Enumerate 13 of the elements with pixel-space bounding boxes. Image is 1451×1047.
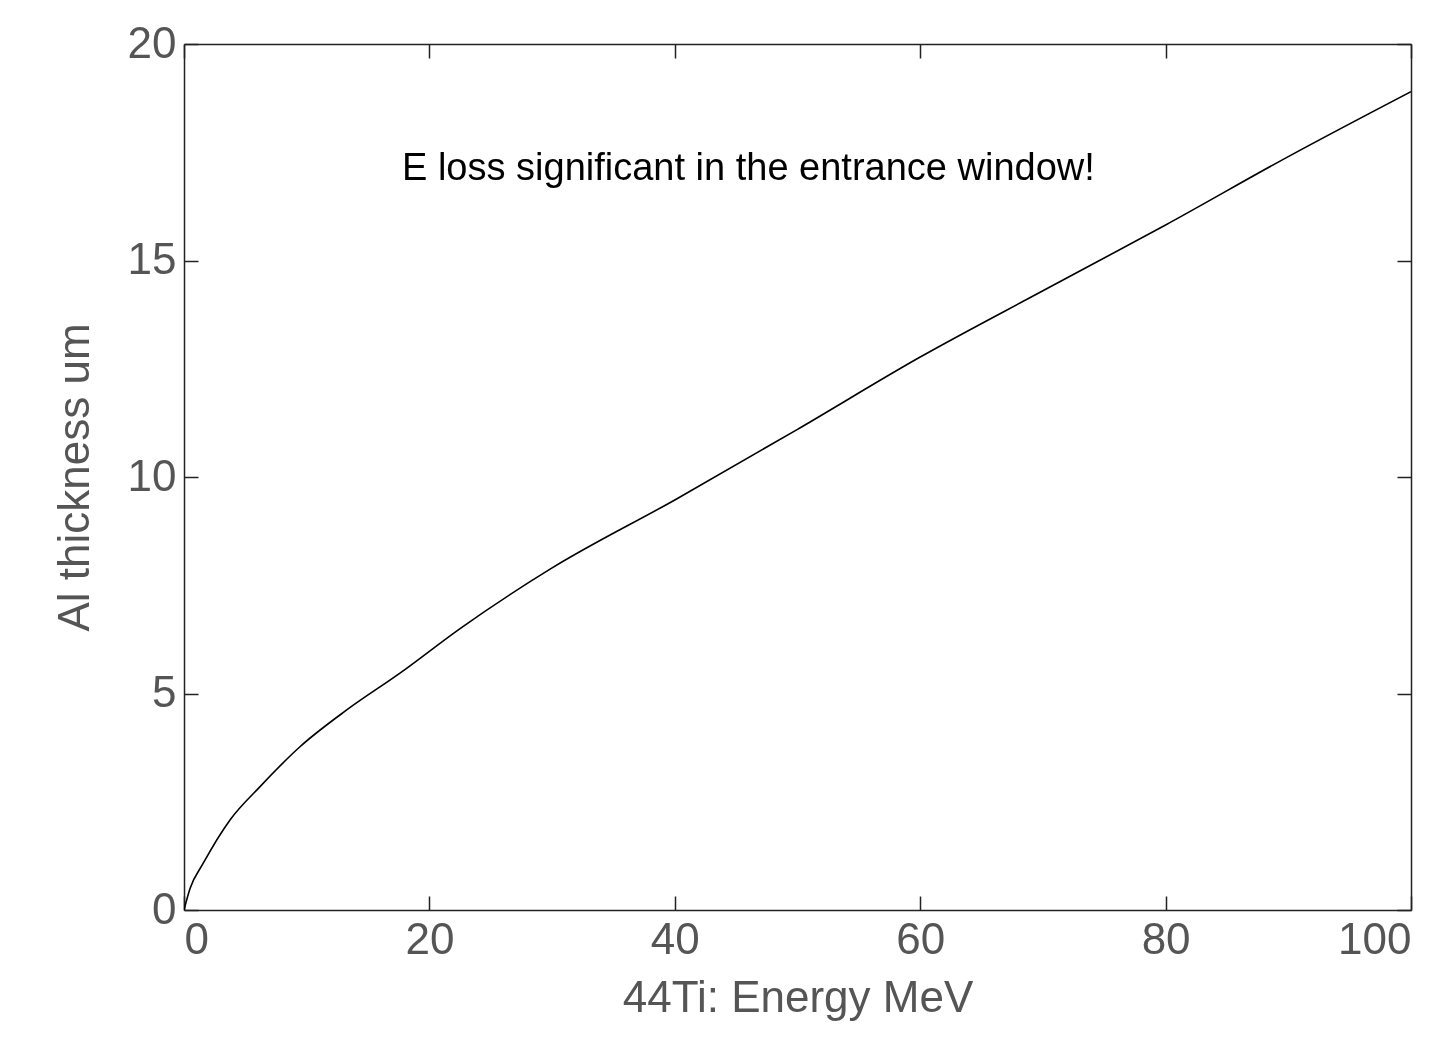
y-tick-label: 5 — [152, 667, 177, 716]
x-tick-label: 80 — [1141, 913, 1191, 963]
x-tick-label: 20 — [405, 913, 455, 963]
x-tick-label: 60 — [896, 913, 946, 963]
x-tick-label: 40 — [650, 913, 700, 963]
x-tick-label: 0 — [184, 913, 209, 963]
x-axis-title: 44Ti: Energy MeV — [622, 971, 974, 1021]
y-axis-title: Al thickness um — [48, 323, 98, 632]
y-tick-label: 15 — [127, 234, 177, 283]
y-tick-label: 10 — [127, 450, 177, 500]
y-tick-label: 20 — [127, 17, 177, 67]
annotation: E loss significant in the entrance window! — [402, 146, 1095, 188]
x-tick-label: 100 — [1338, 913, 1412, 963]
